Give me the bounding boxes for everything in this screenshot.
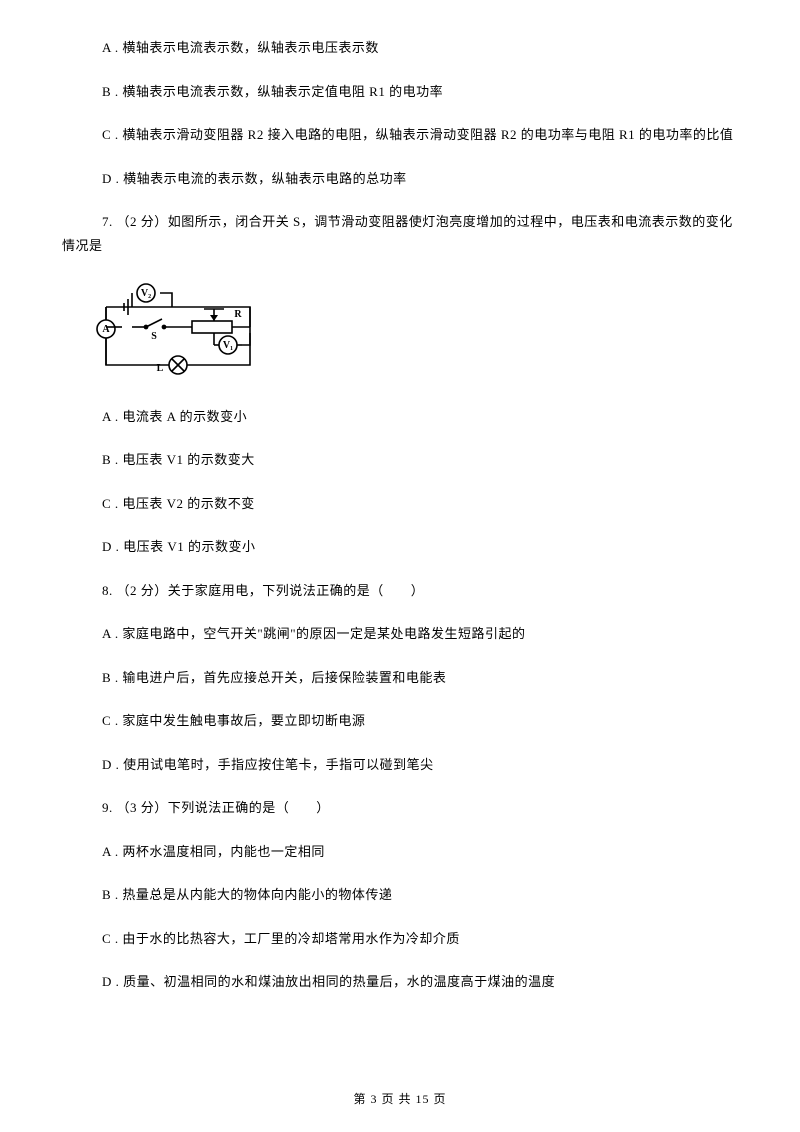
- q9-stem: 9. （3 分）下列说法正确的是（ ）: [62, 798, 738, 818]
- label-V2: V₂: [141, 288, 151, 299]
- q6-option-c: C . 横轴表示滑动变阻器 R2 接入电路的电阻，纵轴表示滑动变阻器 R2 的电…: [62, 125, 738, 145]
- q8-stem: 8. （2 分）关于家庭用电，下列说法正确的是（ ）: [62, 581, 738, 601]
- q6-option-d: D . 横轴表示电流的表示数，纵轴表示电路的总功率: [62, 169, 738, 189]
- q7-option-a: A . 电流表 A 的示数变小: [62, 407, 738, 427]
- circuit-diagram: A V₂ V₁ S L R: [92, 279, 738, 385]
- q8-option-d: D . 使用试电笔时，手指应按住笔卡，手指可以碰到笔尖: [62, 755, 738, 775]
- q8-option-b: B . 输电进户后，首先应接总开关，后接保险装置和电能表: [62, 668, 738, 688]
- q9-option-c: C . 由于水的比热容大，工厂里的冷却塔常用水作为冷却介质: [62, 929, 738, 949]
- q8-option-a: A . 家庭电路中，空气开关"跳闸"的原因一定是某处电路发生短路引起的: [62, 624, 738, 644]
- label-R: R: [234, 309, 242, 320]
- q6-option-a: A . 横轴表示电流表示数，纵轴表示电压表示数: [62, 38, 738, 58]
- q9-option-b: B . 热量总是从内能大的物体向内能小的物体传递: [62, 885, 738, 905]
- q8-option-c: C . 家庭中发生触电事故后，要立即切断电源: [62, 711, 738, 731]
- label-L: L: [157, 363, 164, 374]
- label-A: A: [102, 324, 110, 335]
- page-footer: 第 3 页 共 15 页: [0, 1090, 800, 1108]
- label-V1: V₁: [223, 340, 233, 351]
- q7-option-c: C . 电压表 V2 的示数不变: [62, 494, 738, 514]
- q7-option-d: D . 电压表 V1 的示数变小: [62, 537, 738, 557]
- q7-stem-line2: 情况是: [62, 236, 738, 256]
- q9-option-a: A . 两杯水温度相同，内能也一定相同: [62, 842, 738, 862]
- label-S: S: [151, 331, 157, 342]
- q7-stem-line1: 7. （2 分）如图所示，闭合开关 S，调节滑动变阻器使灯泡亮度增加的过程中，电…: [62, 212, 738, 232]
- q7-option-b: B . 电压表 V1 的示数变大: [62, 450, 738, 470]
- q9-option-d: D . 质量、初温相同的水和煤油放出相同的热量后，水的温度高于煤油的温度: [62, 972, 738, 992]
- q6-option-b: B . 横轴表示电流表示数，纵轴表示定值电阻 R1 的电功率: [62, 82, 738, 102]
